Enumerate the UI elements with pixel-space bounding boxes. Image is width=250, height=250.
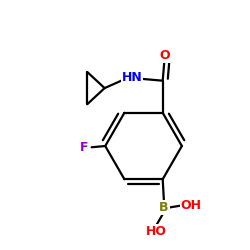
Text: OH: OH xyxy=(181,199,202,212)
Text: F: F xyxy=(80,141,88,154)
Text: O: O xyxy=(159,49,170,62)
Text: HO: HO xyxy=(146,224,167,237)
Text: HN: HN xyxy=(122,71,142,84)
Text: B: B xyxy=(159,201,169,214)
